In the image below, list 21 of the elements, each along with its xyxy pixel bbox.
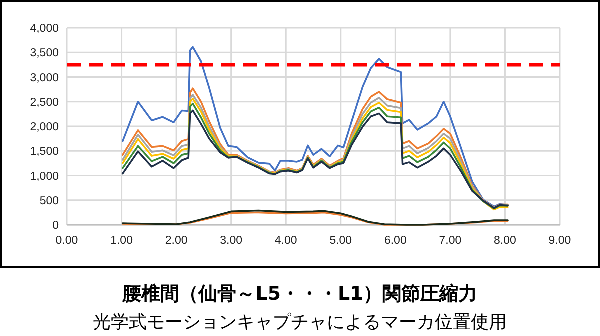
y-tick-label: 3,000 (30, 72, 59, 84)
y-tick-label: 1,500 (30, 146, 59, 158)
x-tick-label: 0.00 (56, 235, 78, 247)
y-tick-label: 2,000 (30, 122, 59, 134)
y-tick-label: 3,500 (30, 48, 59, 60)
x-tick-label: 2.00 (165, 235, 188, 247)
x-tick-label: 5.00 (330, 235, 352, 247)
y-tick-label: 2,500 (30, 96, 59, 109)
y-tick-label: 500 (40, 195, 59, 208)
x-tick-label: 8.00 (494, 235, 516, 247)
x-tick-label: 3.00 (220, 235, 243, 247)
y-tick-label: 1,000 (30, 170, 59, 183)
x-tick-label: 4.00 (274, 235, 298, 247)
y-tick-label: 0 (52, 220, 59, 232)
x-tick-label: 1.00 (110, 235, 133, 247)
text: 腰椎間（仙骨～L5・・・L1）関節圧縮力 (122, 283, 478, 305)
text: 光学式モーションキャプチャによるマーカ位置使用 (93, 312, 507, 333)
x-tick-label: 6.00 (384, 235, 407, 247)
y-tick-label: 4,000 (30, 23, 59, 35)
x-tick-label: 7.00 (439, 235, 462, 247)
x-tick-label: 9.00 (548, 235, 572, 247)
